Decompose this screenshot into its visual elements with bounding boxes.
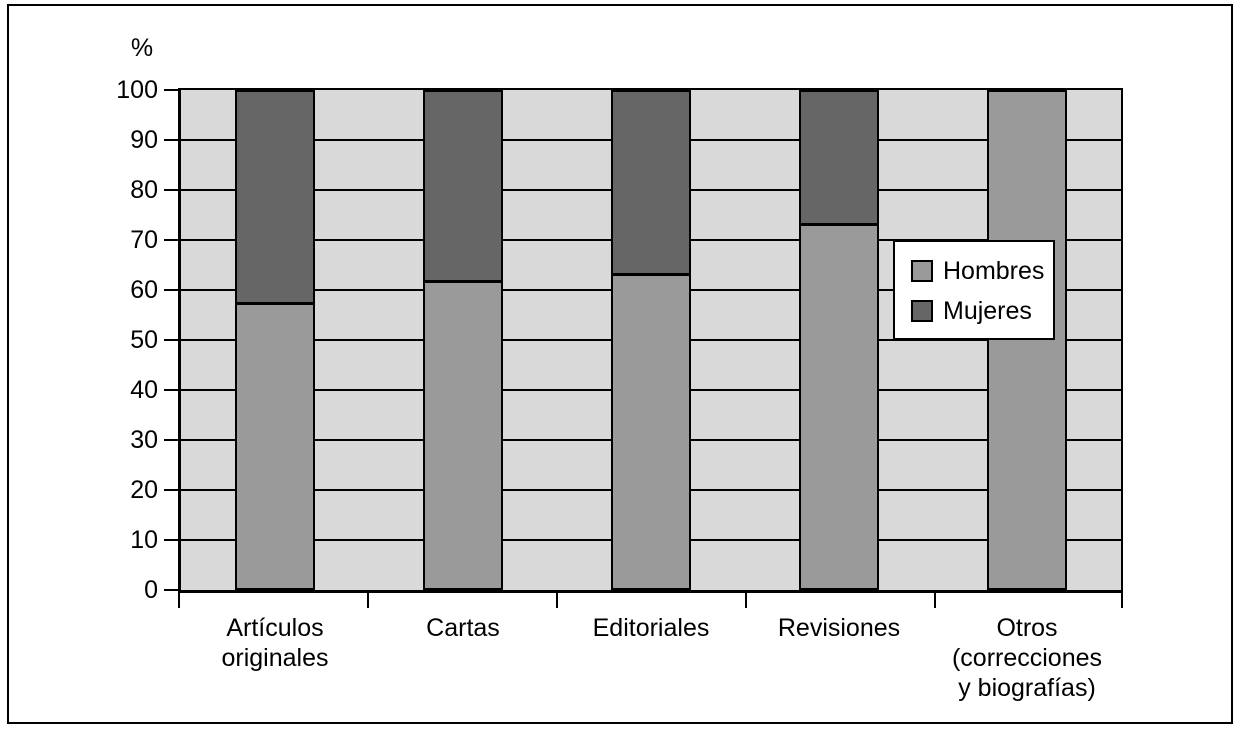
legend-item-mujeres: Mujeres bbox=[911, 297, 1053, 325]
y-tick-60 bbox=[164, 289, 178, 291]
y-tick-label-20: 20 bbox=[130, 476, 158, 504]
bar-segment-hombres bbox=[613, 275, 689, 588]
figure-border bbox=[7, 4, 1233, 724]
y-tick-100 bbox=[164, 89, 178, 91]
plot-area bbox=[178, 88, 1123, 593]
y-tick-90 bbox=[164, 139, 178, 141]
y-tick-40 bbox=[164, 389, 178, 391]
x-category-label-3: Editoriales bbox=[592, 614, 710, 642]
y-axis-unit-label: % bbox=[130, 34, 154, 62]
y-tick-label-0: 0 bbox=[144, 576, 158, 604]
x-tick-3 bbox=[745, 593, 747, 608]
x-category-label-1: Artículos originales bbox=[221, 614, 329, 672]
bar-2 bbox=[423, 90, 503, 590]
x-tick-0 bbox=[178, 593, 180, 608]
y-tick-0 bbox=[164, 589, 178, 591]
y-tick-80 bbox=[164, 189, 178, 191]
y-tick-50 bbox=[164, 339, 178, 341]
legend-label-hombres: Hombres bbox=[943, 257, 1045, 285]
x-category-label-5: Otros (correcciones y biografías) bbox=[951, 614, 1103, 702]
x-tick-1 bbox=[367, 593, 369, 608]
y-tick-label-40: 40 bbox=[130, 376, 158, 404]
legend-swatch-mujeres bbox=[911, 300, 933, 322]
legend: Hombres Mujeres bbox=[893, 240, 1055, 340]
bar-segment-mujeres bbox=[425, 92, 501, 283]
y-tick-70 bbox=[164, 239, 178, 241]
legend-item-hombres: Hombres bbox=[911, 257, 1053, 285]
y-tick-10 bbox=[164, 539, 178, 541]
x-category-label-4: Revisiones bbox=[777, 614, 901, 642]
bar-segment-mujeres bbox=[801, 92, 877, 226]
bar-segment-hombres bbox=[425, 282, 501, 588]
bar-segment-hombres bbox=[989, 92, 1065, 588]
y-tick-label-50: 50 bbox=[130, 326, 158, 354]
y-tick-30 bbox=[164, 439, 178, 441]
y-tick-label-60: 60 bbox=[130, 276, 158, 304]
x-tick-5 bbox=[1121, 593, 1123, 608]
legend-label-mujeres: Mujeres bbox=[943, 297, 1032, 325]
y-tick-20 bbox=[164, 489, 178, 491]
bar-segment-mujeres bbox=[237, 92, 313, 306]
y-tick-label-80: 80 bbox=[130, 176, 158, 204]
bar-4 bbox=[799, 90, 879, 590]
bar-3 bbox=[611, 90, 691, 590]
y-tick-label-100: 100 bbox=[116, 76, 158, 104]
bar-segment-hombres bbox=[801, 225, 877, 588]
x-tick-2 bbox=[556, 593, 558, 608]
y-tick-label-10: 10 bbox=[130, 526, 158, 554]
bar-5 bbox=[987, 90, 1067, 590]
bar-1 bbox=[235, 90, 315, 590]
y-tick-label-70: 70 bbox=[130, 226, 158, 254]
y-tick-label-30: 30 bbox=[130, 426, 158, 454]
x-tick-4 bbox=[934, 593, 936, 608]
legend-swatch-hombres bbox=[911, 260, 933, 282]
x-category-label-2: Cartas bbox=[426, 614, 500, 642]
bar-segment-mujeres bbox=[613, 92, 689, 276]
bar-segment-hombres bbox=[237, 305, 313, 588]
y-tick-label-90: 90 bbox=[130, 126, 158, 154]
